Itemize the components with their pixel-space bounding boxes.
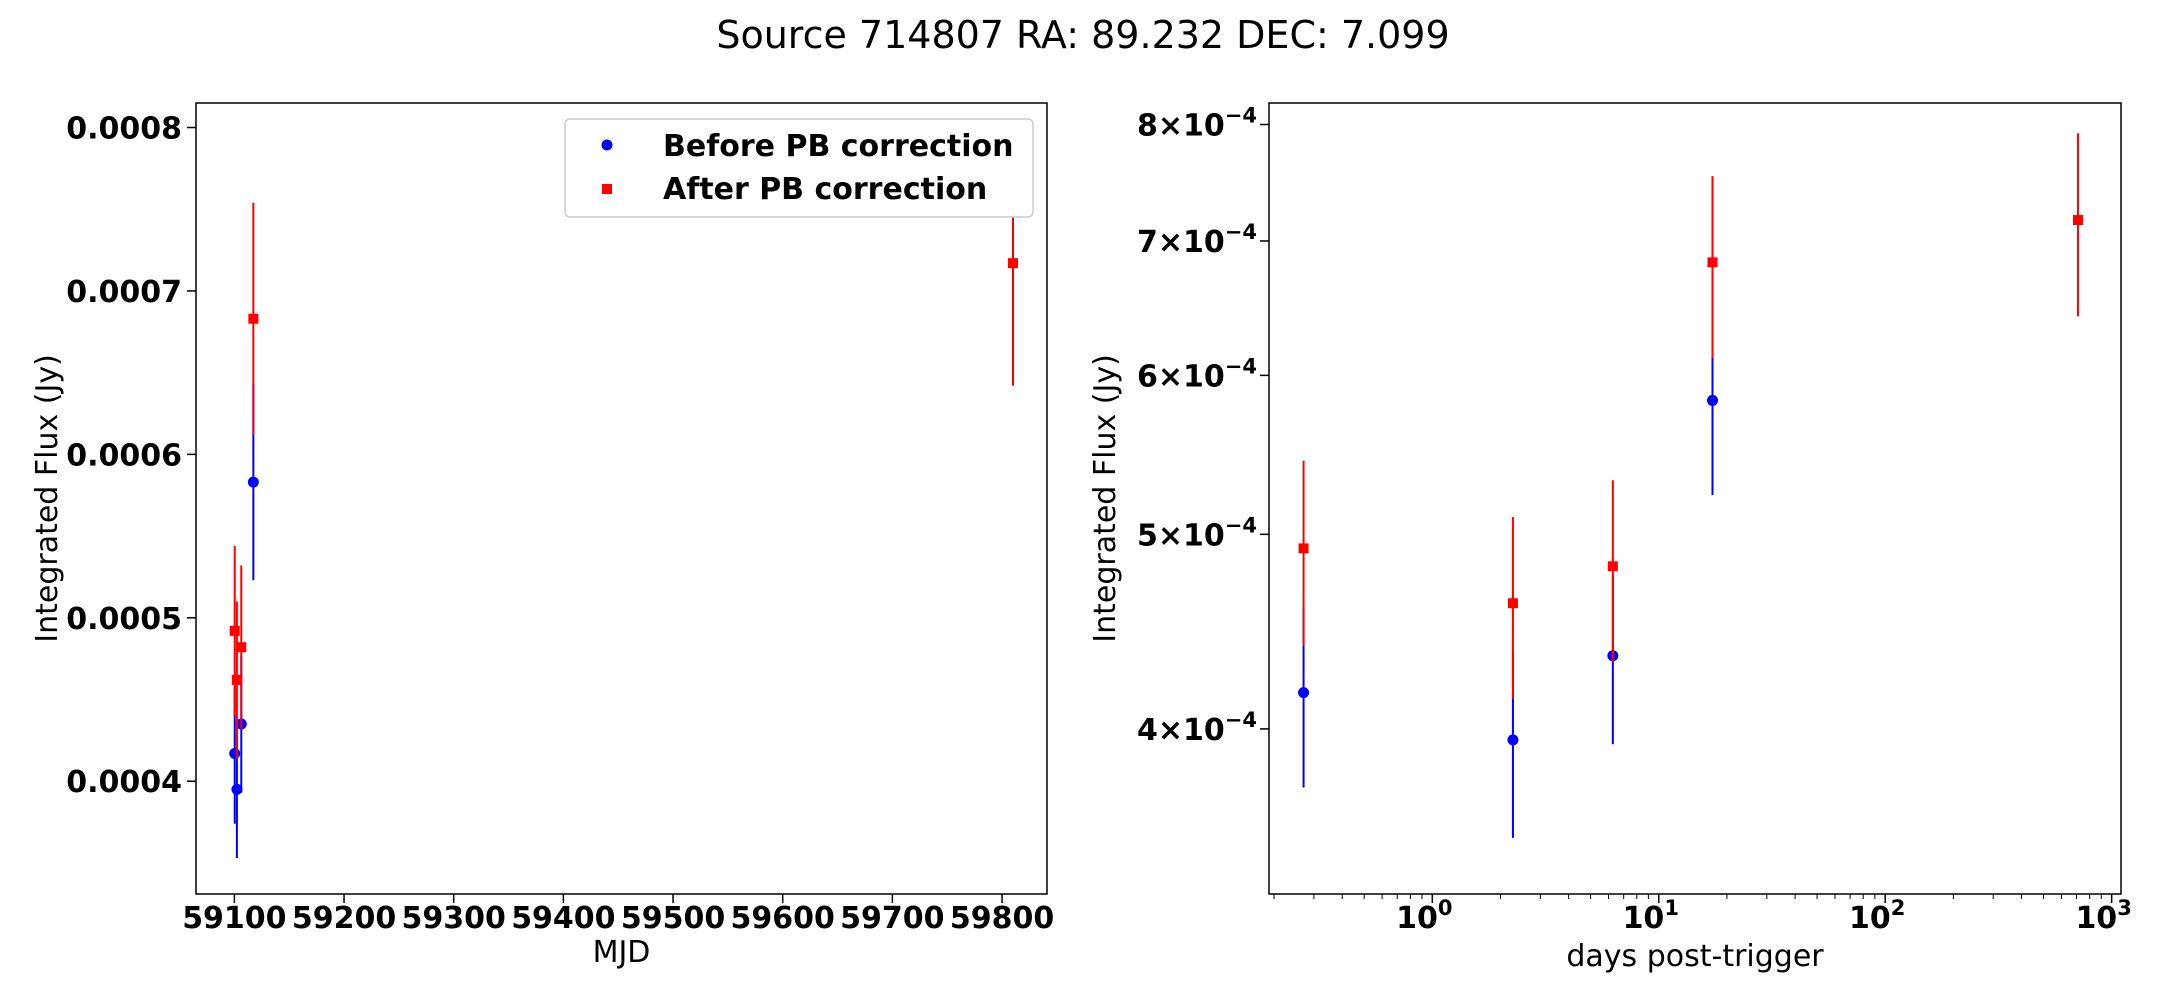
left-data-marks [229, 140, 1019, 859]
x-tick-label: 59800 [950, 901, 1054, 936]
right-y-ticks: 4×10−45×10−46×10−47×10−48×10−4 [1137, 104, 1269, 748]
y-tick-label: 8×10−4 [1137, 104, 1257, 144]
data-point-before-pb [1706, 394, 1718, 406]
y-tick-label: 6×10−4 [1137, 354, 1257, 394]
x-tick-label: 59300 [402, 901, 506, 936]
data-point-after-pb [1607, 561, 1618, 572]
data-point-before-pb [1298, 687, 1310, 699]
y-tick-label: 0.0005 [66, 602, 182, 637]
y-tick-label: 0.0004 [66, 765, 182, 800]
data-point-after-pb [1507, 598, 1518, 609]
data-point-after-pb [2072, 215, 2083, 226]
right-plot-frame [1268, 102, 2122, 895]
left-x-axis-label: MJD [593, 935, 651, 970]
y-tick-label: 0.0006 [66, 438, 182, 473]
y-tick-label: 0.0007 [66, 275, 182, 310]
legend: Before PB correction After PB correction [564, 118, 1034, 218]
data-point-after-pb [1707, 257, 1718, 268]
data-point-before-pb [1507, 734, 1519, 746]
left-x-ticks: 59100 59200 59300 59400 59500 59600 59700 59800 [182, 894, 1054, 936]
x-tick-label: 59600 [731, 901, 835, 936]
data-point-after-pb [1008, 258, 1019, 269]
data-point-before-pb [231, 783, 243, 795]
legend-box [564, 118, 1034, 218]
data-point-after-pb [248, 313, 259, 324]
figure-title: Source 714807 RA: 89.232 DEC: 7.099 [716, 13, 1449, 57]
right-data-marks [1298, 133, 2083, 838]
data-point-after-pb [229, 625, 240, 636]
x-tick-label: 59500 [621, 901, 725, 936]
left-y-ticks: 0.0004 0.0005 0.0006 0.0007 0.0008 [66, 112, 196, 800]
right-y-axis-label: Integrated Flux (Jy) [1088, 354, 1123, 643]
data-point-after-pb [236, 642, 247, 653]
x-tick-label: 59200 [292, 901, 396, 936]
x-tick-label: 59100 [182, 901, 286, 936]
legend-label-before: Before PB correction [663, 129, 1013, 164]
data-point-after-pb [231, 674, 242, 685]
left-plot-frame [195, 102, 1048, 895]
legend-marker-after [602, 184, 612, 194]
right-panel: days post-trigger Integrated Flux (Jy) 1… [1088, 102, 2132, 974]
data-point-before-pb [229, 747, 241, 759]
y-tick-label: 0.0008 [66, 112, 182, 147]
x-tick-label: 59400 [511, 901, 615, 936]
data-point-after-pb [1298, 543, 1309, 554]
right-x-axis-label: days post-trigger [1566, 939, 1824, 974]
legend-label-after: After PB correction [663, 172, 987, 207]
data-point-before-pb [247, 476, 259, 488]
legend-marker-before [601, 139, 613, 151]
left-panel: MJD Integrated Flux (Jy) 59100 59200 59300… [30, 102, 1054, 970]
x-tick-label: 59700 [840, 901, 944, 936]
left-y-axis-label: Integrated Flux (Jy) [30, 354, 65, 643]
